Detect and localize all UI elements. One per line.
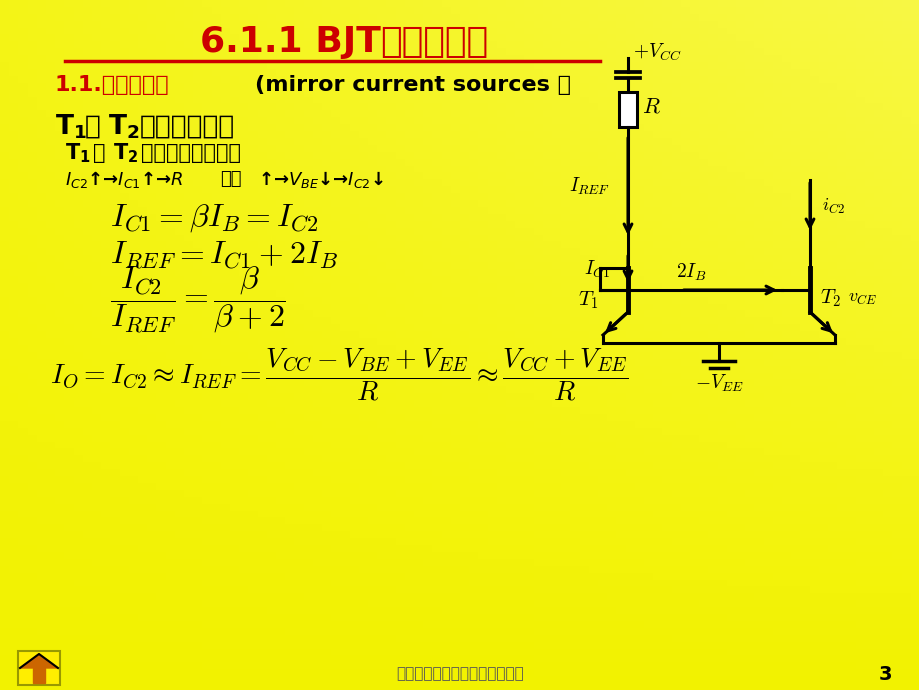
Text: ↑→$V_{BE}$↓→$I_{C2}$↓: ↑→$V_{BE}$↓→$I_{C2}$↓ — [257, 168, 383, 190]
Text: 1.1.镜像电流源: 1.1.镜像电流源 — [55, 75, 169, 95]
Text: $-V_{EE}$: $-V_{EE}$ — [694, 373, 743, 394]
Text: $\mathbf{T_2}$: $\mathbf{T_2}$ — [113, 141, 138, 165]
Text: $I_{REF}$: $I_{REF}$ — [568, 176, 609, 197]
Text: $\mathbf{T_1}$: $\mathbf{T_1}$ — [55, 112, 86, 141]
Text: 对: 对 — [93, 143, 106, 163]
Text: $\mathbf{T_2}$: $\mathbf{T_2}$ — [108, 112, 140, 141]
Text: 低频电子线路模拟集成电路课件: 低频电子线路模拟集成电路课件 — [396, 667, 523, 682]
Text: $\dfrac{I_{C2}}{I_{REF}} = \dfrac{\beta}{\beta+2}$: $\dfrac{I_{C2}}{I_{REF}} = \dfrac{\beta}… — [110, 264, 286, 335]
Text: $R$: $R$ — [641, 97, 660, 117]
Text: 6.1.1 BJT: 6.1.1 BJT — [199, 25, 380, 59]
Text: $2I_B$: $2I_B$ — [675, 262, 706, 283]
Text: 3: 3 — [878, 664, 891, 684]
Text: 具有温度补偿作用: 具有温度补偿作用 — [141, 143, 241, 163]
Text: $I_{C2}$↑→$I_{C1}$↑→$R$: $I_{C2}$↑→$I_{C1}$↑→$R$ — [65, 168, 183, 190]
Text: $I_O = I_{C2} \approx I_{REF} = \dfrac{V_{CC}-V_{BE}+V_{EE}}{R} \approx \dfrac{V: $I_O = I_{C2} \approx I_{REF} = \dfrac{V… — [50, 347, 628, 403]
Text: 参数完全相同: 参数完全相同 — [140, 114, 235, 140]
Bar — [18, 651, 60, 685]
Bar — [618, 92, 636, 127]
Text: $i_{C2}$: $i_{C2}$ — [821, 197, 844, 216]
Polygon shape — [33, 668, 45, 683]
Text: $I_{REF} = I_{C1} + 2I_B$: $I_{REF} = I_{C1} + 2I_B$ — [110, 239, 337, 271]
Text: 与: 与 — [85, 114, 101, 140]
Text: 压降: 压降 — [220, 170, 241, 188]
Text: $I_{C1} = \beta I_B = I_{C2}$: $I_{C1} = \beta I_B = I_{C2}$ — [110, 202, 318, 234]
Text: $+V_{CC}$: $+V_{CC}$ — [632, 41, 681, 63]
Text: $T_1$: $T_1$ — [577, 289, 597, 311]
Text: $I_{C1}$: $I_{C1}$ — [584, 258, 609, 279]
Text: (mirror current sources ）: (mirror current sources ） — [255, 75, 571, 95]
Polygon shape — [20, 654, 58, 668]
Text: $T_2$: $T_2$ — [819, 287, 840, 308]
Text: 电流源电路: 电流源电路 — [380, 25, 488, 59]
Text: $v_{CE}$: $v_{CE}$ — [847, 289, 877, 307]
Text: $\mathbf{T_1}$: $\mathbf{T_1}$ — [65, 141, 91, 165]
